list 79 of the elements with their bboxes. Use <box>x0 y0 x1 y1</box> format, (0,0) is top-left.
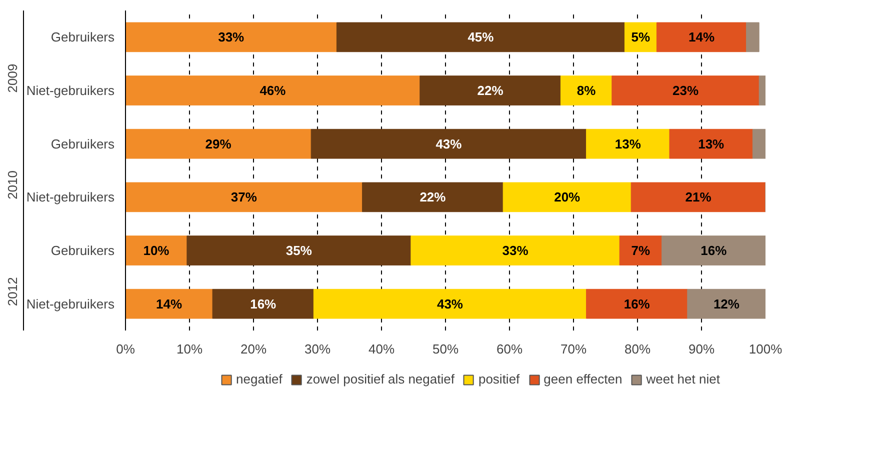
y-tick-label: Gebruikers <box>50 243 115 258</box>
bar <box>126 236 188 266</box>
data-label: 46% <box>260 83 286 98</box>
data-label: 20% <box>554 190 581 205</box>
bar <box>313 288 587 319</box>
data-label: 13% <box>614 136 642 152</box>
x-tick-label: 40% <box>368 342 395 356</box>
y-tick-label: Gebruikers <box>50 30 115 45</box>
bar <box>662 236 766 266</box>
y-tick-label: Niet-gebruikers <box>26 190 115 205</box>
x-tick-label: 60% <box>496 342 523 356</box>
data-label: 23% <box>672 83 699 98</box>
bar <box>362 182 504 212</box>
bar <box>410 236 620 266</box>
data-label: 16% <box>250 296 277 312</box>
bar <box>502 182 632 212</box>
data-label: 33% <box>218 30 245 45</box>
x-tick-label: 0% <box>116 342 136 356</box>
text: 2009 <box>5 64 20 93</box>
bar <box>752 128 766 159</box>
bar <box>619 236 662 266</box>
bar <box>746 22 760 52</box>
bar <box>126 76 420 106</box>
bar <box>656 22 747 52</box>
x-tick-label: 30% <box>304 342 331 356</box>
bar <box>310 128 587 159</box>
data-label: 7% <box>631 243 651 258</box>
bar <box>420 76 561 106</box>
data-label: 10% <box>143 243 170 258</box>
data-label: 35% <box>286 243 312 258</box>
y-tick-label: Niet-gebruikers <box>26 83 115 98</box>
data-label: 29% <box>205 136 232 152</box>
legend-label: weet het niet <box>646 372 720 386</box>
legend-label: positief <box>478 372 520 386</box>
bar <box>586 128 670 159</box>
data-label: 5% <box>631 30 651 45</box>
bar <box>758 76 766 106</box>
data-label: 14% <box>156 296 182 312</box>
bar <box>586 288 688 319</box>
legend-label: geen effecten <box>544 372 622 386</box>
y-tick-label: Gebruikers <box>50 136 115 152</box>
y-tick-label: Niet-gebruikers <box>26 296 115 312</box>
x-tick-label: 70% <box>560 342 587 356</box>
x-tick-label: 10% <box>176 342 203 356</box>
data-label: 43% <box>436 296 464 312</box>
data-label: 13% <box>698 136 725 152</box>
data-label: 21% <box>685 190 712 205</box>
data-label: 22% <box>420 190 446 205</box>
bar <box>612 76 760 106</box>
bar <box>126 288 213 319</box>
text: 2012 <box>5 277 20 306</box>
x-tick-label: 80% <box>624 342 651 356</box>
x-tick-label: 20% <box>240 342 267 356</box>
data-label: 8% <box>576 83 596 98</box>
legend-label: negatief <box>236 372 282 386</box>
data-label: 16% <box>700 243 728 258</box>
bar <box>186 236 412 266</box>
data-label: 16% <box>624 296 650 312</box>
bar <box>630 182 766 212</box>
bar <box>126 182 363 212</box>
bar <box>687 288 766 319</box>
bar <box>560 76 612 106</box>
bar <box>126 22 337 52</box>
data-label: 43% <box>436 136 462 152</box>
data-label: 33% <box>502 243 529 258</box>
x-tick-label: 100% <box>748 342 783 356</box>
bar <box>336 22 625 52</box>
data-label: 14% <box>688 30 715 45</box>
bar <box>126 128 312 159</box>
x-tick-label: 50% <box>432 342 459 356</box>
bar <box>212 288 314 319</box>
data-label: 12% <box>713 296 740 312</box>
data-label: 45% <box>468 30 494 45</box>
text: 2010 <box>5 170 20 200</box>
legend-label: zowel positief als negatief <box>306 372 454 386</box>
data-label: 37% <box>230 190 258 205</box>
data-label: 22% <box>477 83 504 98</box>
x-tick-label: 90% <box>688 342 715 356</box>
bar <box>669 128 753 159</box>
